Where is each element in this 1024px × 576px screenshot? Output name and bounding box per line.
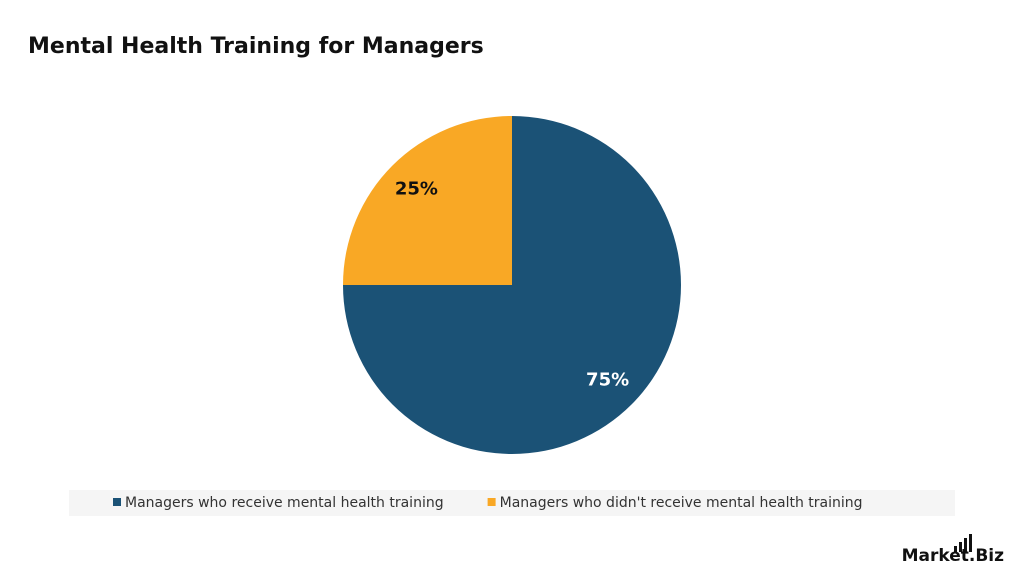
legend-marker xyxy=(113,498,121,506)
legend-box xyxy=(69,490,955,516)
pie-slice xyxy=(343,116,512,285)
legend-label: Managers who didn't receive mental healt… xyxy=(500,495,863,511)
logo-icon xyxy=(954,534,972,552)
legend-marker xyxy=(487,498,496,506)
chart-title: Mental Health Training for Managers xyxy=(28,34,484,59)
legend-label: Managers who receive mental health train… xyxy=(125,495,444,511)
watermark: Market.Biz xyxy=(902,546,1005,566)
data-label: 25% xyxy=(395,178,438,199)
data-label: 75% xyxy=(586,370,629,391)
